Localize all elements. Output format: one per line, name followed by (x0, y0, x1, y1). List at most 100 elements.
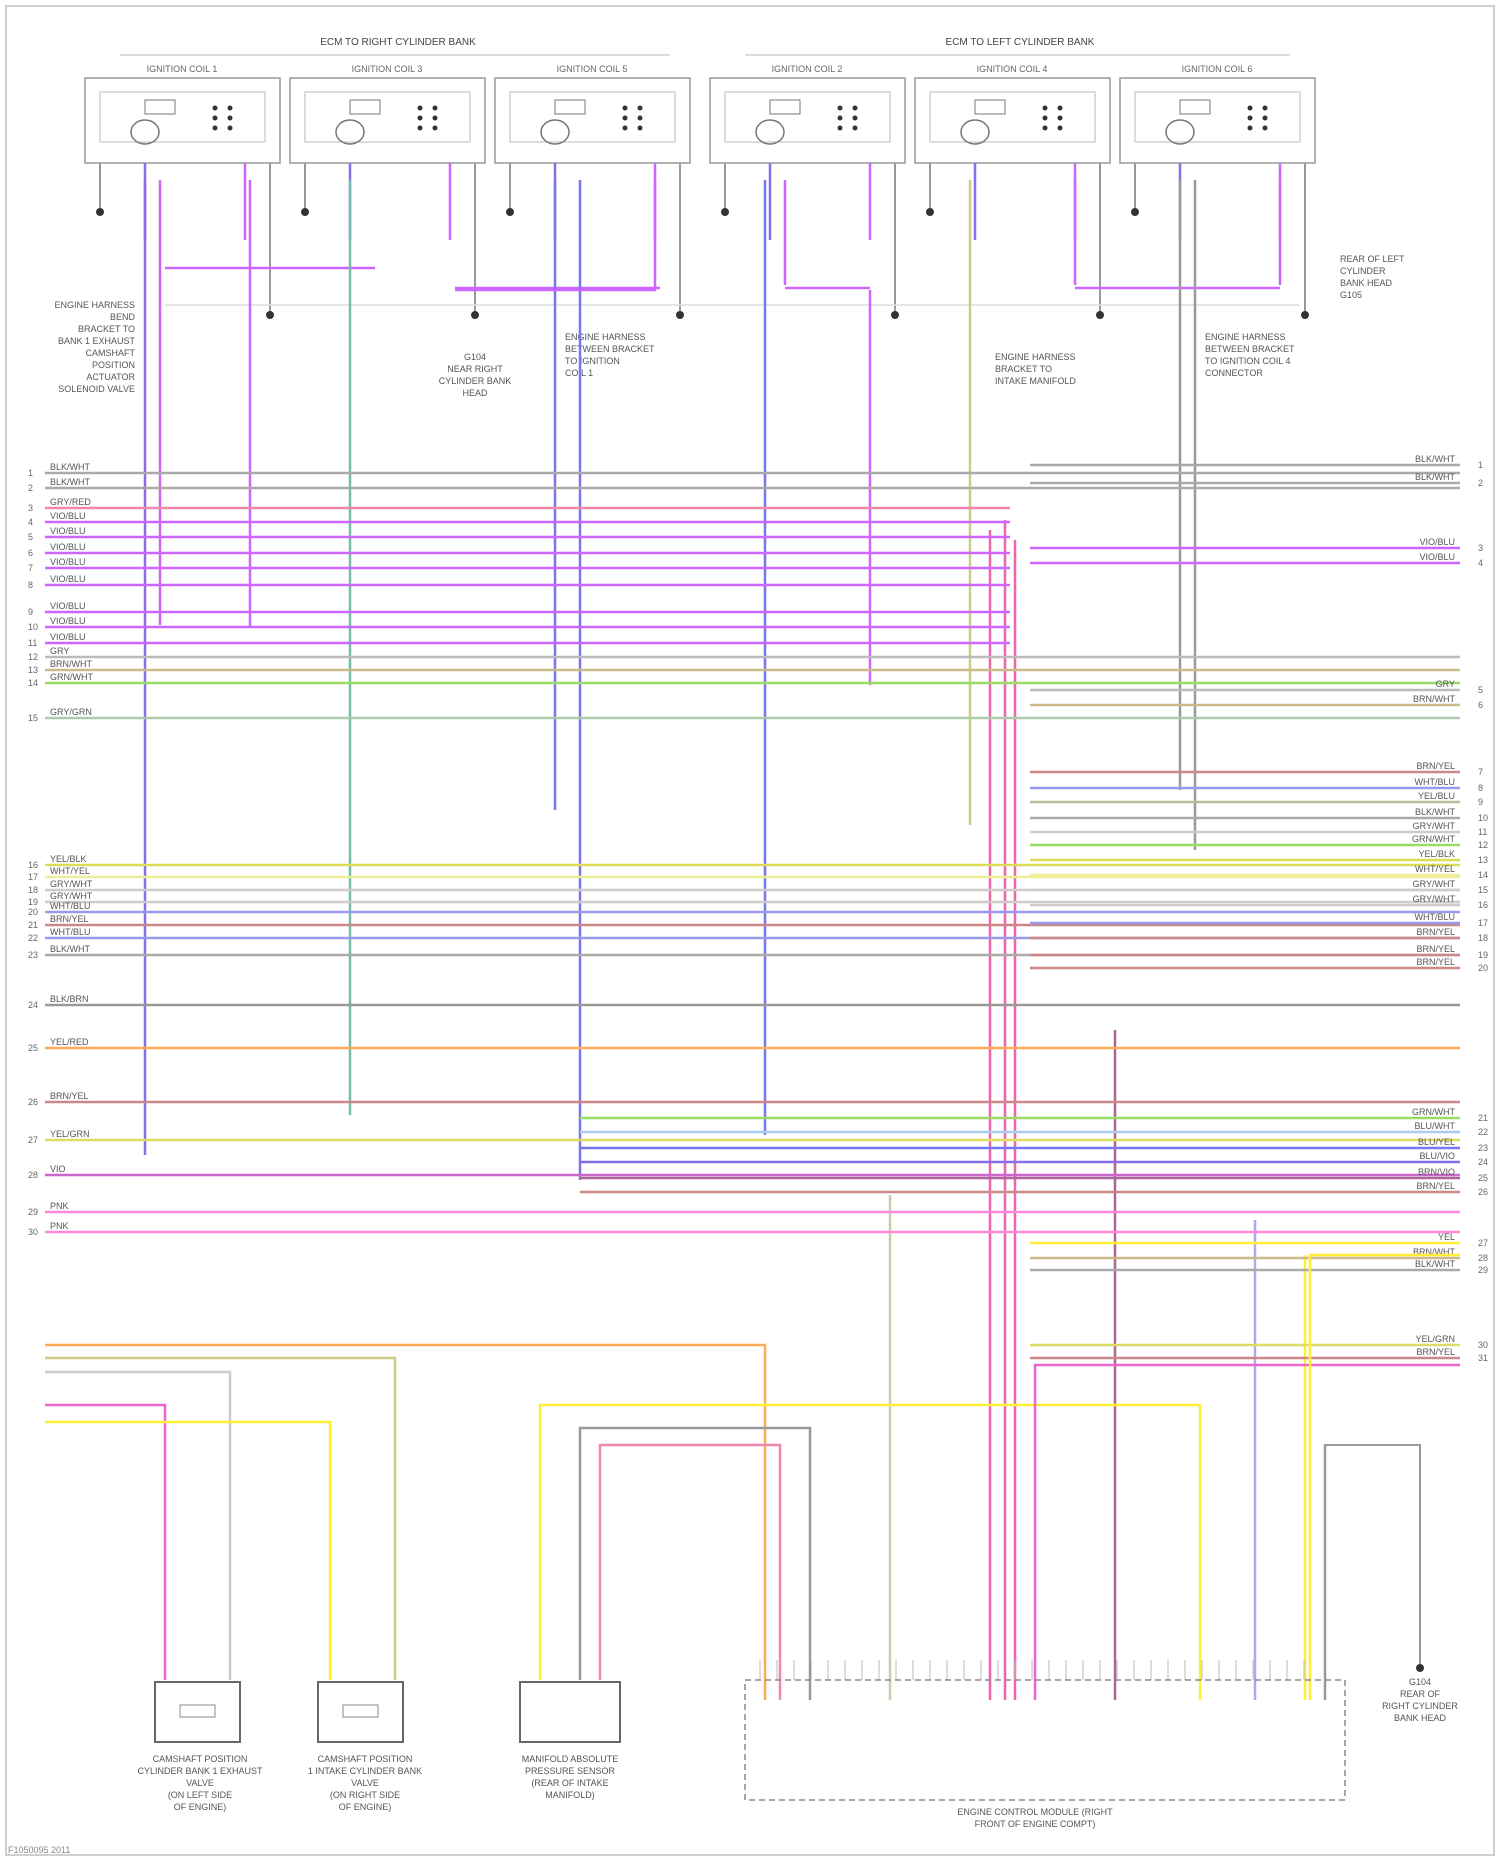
right-wire: BLU/WHT 22 (580, 1121, 1488, 1137)
left-wire-pin: 10 (28, 622, 38, 632)
right-wire: GRN/WHT 21 (580, 1107, 1488, 1123)
right-wire: WHT/BLU 8 (1030, 777, 1483, 793)
right-wire: WHT/BLU 17 (1030, 912, 1488, 928)
right-wire: BLK/WHT 29 (1030, 1259, 1488, 1275)
left-wire-label: VIO/BLU (50, 574, 86, 584)
footer-code: F1050095 2011 (8, 1845, 71, 1855)
ignition-coil: IGNITION COIL 6 (1119, 64, 1316, 319)
left-wire: 25 YEL/RED (28, 1037, 1460, 1053)
right-wire-pin: 23 (1478, 1143, 1488, 1153)
bottom-components: CAMSHAFT POSITION CYLINDER BANK 1 EXHAUST… (137, 1444, 1458, 1829)
left-wire: 30 PNK (28, 1221, 1460, 1237)
right-wire-label: BLK/WHT (1415, 807, 1456, 817)
left-wire-label: VIO/BLU (50, 511, 86, 521)
right-wire: WHT/YEL 14 (1030, 864, 1488, 880)
left-wire-pin: 23 (28, 950, 38, 960)
right-wire-bus: BLK/WHT1BLK/WHT2VIO/BLU3VIO/BLU4GRY5BRN/… (580, 454, 1488, 1680)
right-wire-label: YEL (1438, 1232, 1455, 1242)
right-wire-label: YEL/BLK (1418, 849, 1455, 859)
right-wire-label: GRN/WHT (1412, 1107, 1455, 1117)
right-wire: BRN/WHT 6 (1030, 694, 1483, 710)
right-wire-label: GRY (1436, 679, 1455, 689)
right-wire-pin: 26 (1478, 1187, 1488, 1197)
right-wire-pin: 1 (1478, 460, 1483, 470)
left-wire-label: GRY/WHT (50, 879, 93, 889)
right-wire-label: GRY/WHT (1413, 894, 1456, 904)
left-wire-label: VIO (50, 1164, 66, 1174)
right-wire: BLK/WHT 10 (1030, 807, 1488, 823)
left-wire-pin: 7 (28, 563, 33, 573)
note-engine-harness-2: ENGINE HARNESS BRACKET TO INTAKE MANIFOLD (995, 352, 1076, 386)
right-wire-pin: 7 (1478, 767, 1483, 777)
right-wire-label: BLU/YEL (1418, 1137, 1455, 1147)
left-wire-label: BLK/WHT (50, 944, 91, 954)
right-wire-label: WHT/BLU (1415, 912, 1456, 922)
right-wire-pin: 10 (1478, 813, 1488, 823)
left-wire: 17 WHT/YEL (28, 866, 1460, 882)
right-wire: VIO/BLU 3 (1030, 537, 1483, 553)
note-left-ground: REAR OF LEFT CYLINDER BANK HEAD G105 (1340, 254, 1405, 300)
right-wire-label: VIO/BLU (1419, 552, 1455, 562)
left-wire-pin: 18 (28, 885, 38, 895)
right-wire-pin: 22 (1478, 1127, 1488, 1137)
left-wire-pin: 6 (28, 548, 33, 558)
right-wire-pin: 28 (1478, 1253, 1488, 1263)
right-wire-label: BLK/WHT (1415, 454, 1456, 464)
left-wire-pin: 9 (28, 607, 33, 617)
left-wire: 16 YEL/BLK (28, 854, 1460, 870)
right-wire-pin: 2 (1478, 478, 1483, 488)
right-wire-pin: 13 (1478, 855, 1488, 865)
ecm-label: ENGINE CONTROL MODULE (RIGHT FRONT OF ENG… (957, 1807, 1113, 1829)
left-wire: 21 BRN/YEL (28, 914, 1460, 930)
right-wire-label: WHT/YEL (1415, 864, 1455, 874)
right-wire: BLU/VIO 24 (580, 1151, 1488, 1167)
right-wire-pin: 25 (1478, 1173, 1488, 1183)
right-wire: BRN/YEL 26 (580, 1181, 1488, 1197)
right-wire-pin: 27 (1478, 1238, 1488, 1248)
left-wire: 7 VIO/BLU (28, 557, 1010, 573)
right-wire: YEL 27 (1030, 1232, 1488, 1248)
right-wire: BRN/WHT 28 (1030, 1247, 1488, 1263)
left-wire: 6 VIO/BLU (28, 542, 1010, 558)
left-wire: 23 BLK/WHT (28, 944, 1460, 960)
right-wire-label: BRN/WHT (1413, 1247, 1455, 1257)
right-wire: GRY/WHT 11 (1030, 821, 1487, 837)
left-wire: 22 WHT/BLU (28, 927, 1460, 943)
right-wire-pin: 15 (1478, 885, 1488, 895)
left-wire: 29 PNK (28, 1201, 1460, 1217)
left-wire: 14 GRN/WHT (28, 672, 1460, 688)
right-wire: GRY/WHT 16 (1030, 894, 1488, 910)
right-wire-label: BLU/WHT (1415, 1121, 1456, 1131)
left-wire-label: BRN/YEL (50, 1091, 89, 1101)
right-wire: YEL/BLU 9 (1030, 791, 1483, 807)
right-wire-label: BRN/WHT (1413, 694, 1455, 704)
left-wire: 13 BRN/WHT (28, 659, 1460, 675)
left-wire-pin: 3 (28, 503, 33, 513)
coil-label: IGNITION COIL 4 (977, 64, 1048, 74)
right-wire-pin: 11 (1478, 827, 1487, 837)
left-wire: 19 GRY/WHT (28, 891, 1460, 907)
left-wire: 26 BRN/YEL (28, 1091, 1460, 1107)
ground-label: G104 REAR OF RIGHT CYLINDER BANK HEAD (1382, 1677, 1458, 1723)
right-bank-header: ECM TO RIGHT CYLINDER BANK (320, 37, 476, 48)
left-wire-pin: 22 (28, 933, 38, 943)
left-wire-pin: 4 (28, 517, 33, 527)
left-wire-pin: 29 (28, 1207, 38, 1217)
left-wire-label: BLK/WHT (50, 477, 91, 487)
left-wire-pin: 1 (28, 468, 33, 478)
left-wire-label: GRN/WHT (50, 672, 93, 682)
sensor-label: MANIFOLD ABSOLUTE PRESSURE SENSOR (REAR OF… (522, 1754, 619, 1800)
left-wire-pin: 12 (28, 652, 38, 662)
left-wire-label: YEL/GRN (50, 1129, 90, 1139)
right-wire-label: YEL/GRN (1415, 1334, 1455, 1344)
right-wire-label: YEL/BLU (1418, 791, 1455, 801)
ignition-coil: IGNITION COIL 4 (914, 64, 1111, 319)
right-wire-label: GRN/WHT (1412, 834, 1455, 844)
right-wire-label: BLU/VIO (1419, 1151, 1455, 1161)
right-wire-label: BLK/WHT (1415, 1259, 1456, 1269)
coil-label: IGNITION COIL 6 (1182, 64, 1253, 74)
left-wire-pin: 5 (28, 532, 33, 542)
left-wire-label: PNK (50, 1201, 69, 1211)
left-wire-label: VIO/BLU (50, 616, 86, 626)
left-wire-label: VIO/BLU (50, 542, 86, 552)
